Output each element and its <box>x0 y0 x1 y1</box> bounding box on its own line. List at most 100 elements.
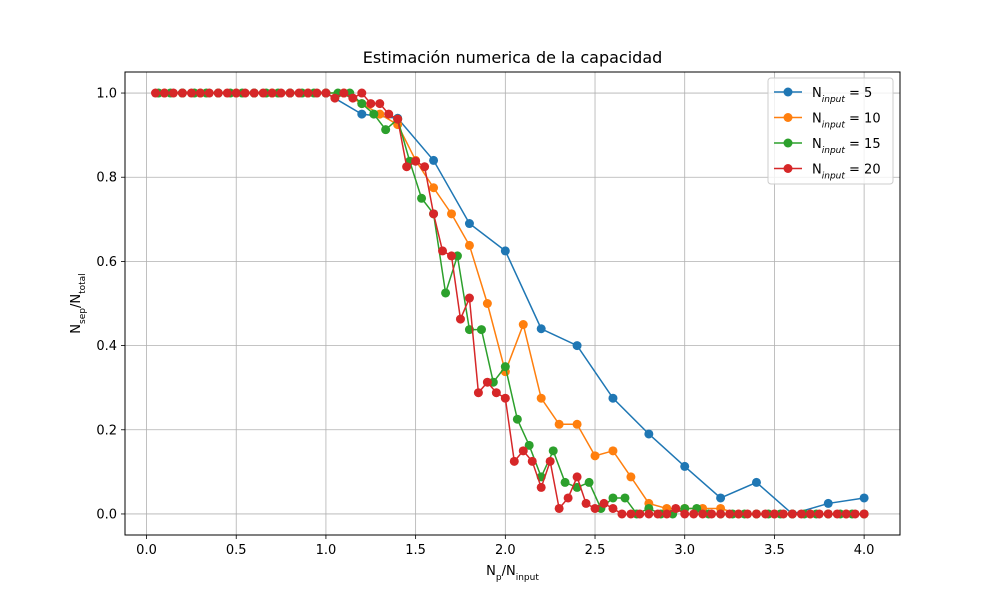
data-point <box>357 99 367 109</box>
data-point <box>626 509 636 519</box>
data-point <box>366 99 376 109</box>
x-tick-label: 0.5 <box>226 543 247 558</box>
data-point <box>177 88 187 98</box>
data-point <box>429 183 439 193</box>
data-point <box>751 509 761 519</box>
y-tick-label: 0.0 <box>96 507 117 522</box>
data-point <box>464 240 474 250</box>
data-point <box>441 288 451 298</box>
data-point <box>608 503 618 513</box>
x-axis-label: Np/Ninput <box>486 564 539 583</box>
data-point <box>482 299 492 308</box>
legend-box <box>767 77 894 185</box>
data-point <box>429 209 439 219</box>
data-point <box>438 246 448 256</box>
data-point <box>590 503 600 513</box>
data-point <box>527 456 537 466</box>
data-point <box>581 498 591 508</box>
data-point <box>620 493 630 503</box>
data-point <box>572 341 582 351</box>
data-point <box>644 509 654 519</box>
x-tick-label: 0.0 <box>136 543 157 558</box>
data-point <box>321 88 331 98</box>
data-point <box>859 509 869 519</box>
data-point <box>420 162 430 172</box>
data-point <box>743 509 753 519</box>
data-point <box>778 509 788 519</box>
data-point <box>626 472 636 482</box>
y-tick-label: 0.6 <box>96 255 117 270</box>
data-point <box>823 498 833 508</box>
data-point <box>509 456 519 466</box>
y-axis-label: Nsep/Ntotal <box>69 273 88 333</box>
legend-label: Ninput = 5 <box>812 86 872 105</box>
data-point <box>680 509 690 519</box>
data-point <box>369 109 379 119</box>
data-point <box>608 446 618 456</box>
data-point <box>339 88 349 98</box>
plot-frame <box>124 71 901 536</box>
data-point <box>500 362 510 372</box>
data-point <box>850 509 860 519</box>
y-tick-label: 0.2 <box>96 423 117 438</box>
data-point <box>536 482 546 492</box>
data-point <box>734 509 744 519</box>
x-tick-label: 2.0 <box>495 543 516 558</box>
data-point <box>447 251 457 261</box>
data-point <box>548 446 558 456</box>
legend: Ninput = 5 Ninput = 10 Ninput = 15 Ninput =… <box>767 77 894 185</box>
data-point <box>330 93 340 103</box>
data-point <box>536 393 546 403</box>
data-point <box>608 393 618 403</box>
data-point <box>464 219 474 229</box>
data-point <box>381 125 391 135</box>
data-point <box>572 419 582 429</box>
data-point <box>814 509 824 519</box>
x-tick-label: 1.0 <box>316 543 337 558</box>
data-point <box>823 509 833 519</box>
data-point <box>832 509 842 519</box>
data-point <box>357 88 367 98</box>
data-point <box>150 88 160 98</box>
data-point <box>608 493 618 503</box>
data-point <box>716 509 726 519</box>
data-point <box>584 477 594 487</box>
data-point <box>276 88 286 98</box>
data-point <box>662 509 672 519</box>
legend-marker <box>783 113 793 122</box>
data-point <box>725 509 735 519</box>
data-point <box>841 509 851 519</box>
data-point <box>447 209 457 219</box>
data-point <box>536 324 546 334</box>
data-point <box>348 93 358 103</box>
data-point <box>769 509 779 519</box>
data-point <box>787 509 797 519</box>
data-point <box>231 88 241 98</box>
data-point <box>680 461 690 471</box>
data-point <box>512 414 522 424</box>
x-tick-label: 2.5 <box>585 543 606 558</box>
data-point <box>429 155 439 165</box>
data-point <box>707 509 717 519</box>
data-point <box>563 493 573 503</box>
data-point <box>653 509 663 519</box>
data-point <box>476 325 486 335</box>
data-point <box>240 88 250 98</box>
data-point <box>285 88 295 98</box>
data-point <box>222 88 232 98</box>
data-point <box>590 451 600 461</box>
x-tick-label: 4.0 <box>854 543 875 558</box>
data-point <box>671 503 681 513</box>
x-tick-label: 3.0 <box>674 543 695 558</box>
data-point <box>545 456 555 466</box>
data-point <box>524 440 534 450</box>
ticks: 0.0 0.5 1.0 1.5 2.0 2.5 3.0 3.5 4.0 0.0 0.2 0.4 0.6 0… <box>96 87 874 558</box>
data-point <box>204 88 214 98</box>
data-point <box>249 88 259 98</box>
data-point <box>417 193 427 203</box>
data-point <box>689 509 699 519</box>
data-point <box>312 88 322 98</box>
data-point <box>796 509 806 519</box>
data-point <box>258 88 268 98</box>
data-point <box>267 88 277 98</box>
